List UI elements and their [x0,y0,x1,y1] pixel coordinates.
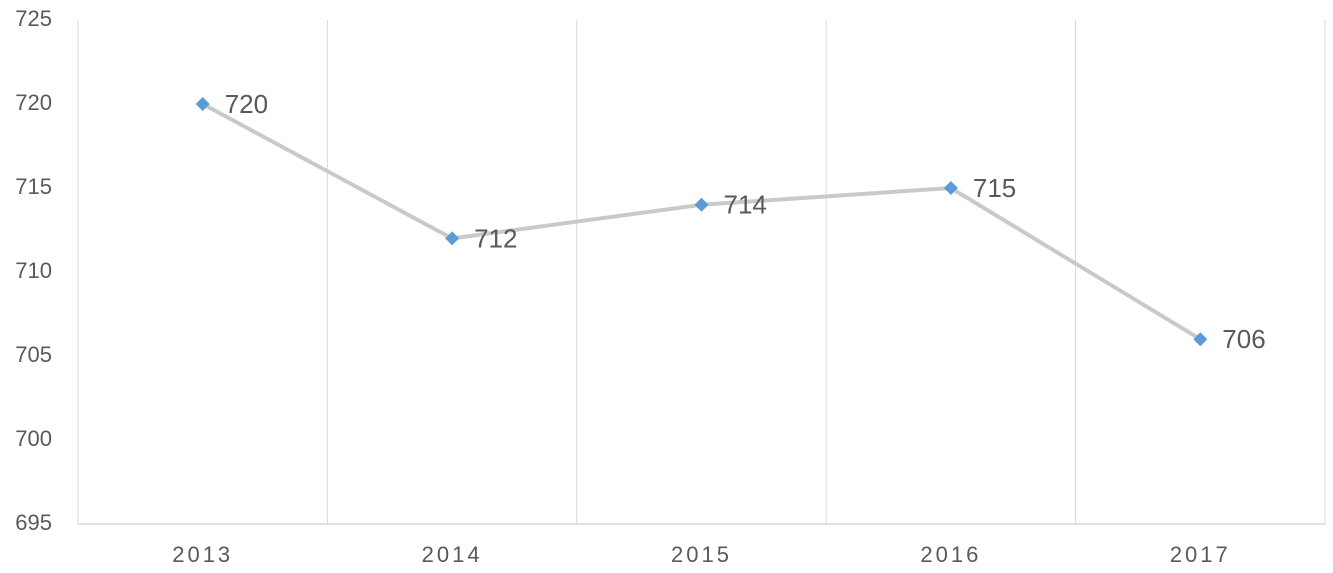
x-tick-label: 2017 [1170,542,1231,567]
y-tick-label: 705 [15,342,52,367]
x-tick-label: 2016 [920,542,981,567]
data-label: 715 [973,173,1016,203]
marker [1193,332,1208,347]
data-label: 706 [1222,324,1265,354]
y-tick-label: 715 [15,174,52,199]
marker [943,181,958,195]
x-tick-label: 2015 [671,542,732,567]
marker [195,97,210,111]
data-label: 712 [474,223,517,253]
y-tick-label: 700 [15,426,52,451]
y-tick-label: 725 [15,6,52,31]
y-tick-label: 720 [15,90,52,115]
line [201,102,1202,341]
y-tick-label: 695 [15,510,52,535]
marker [694,197,709,212]
x-tick-label: 2013 [172,542,233,567]
x-tick-label: 2014 [422,542,483,567]
data-label: 714 [724,190,767,220]
marker [445,231,460,246]
data-label: 720 [225,89,268,119]
y-tick-label: 710 [15,258,52,283]
